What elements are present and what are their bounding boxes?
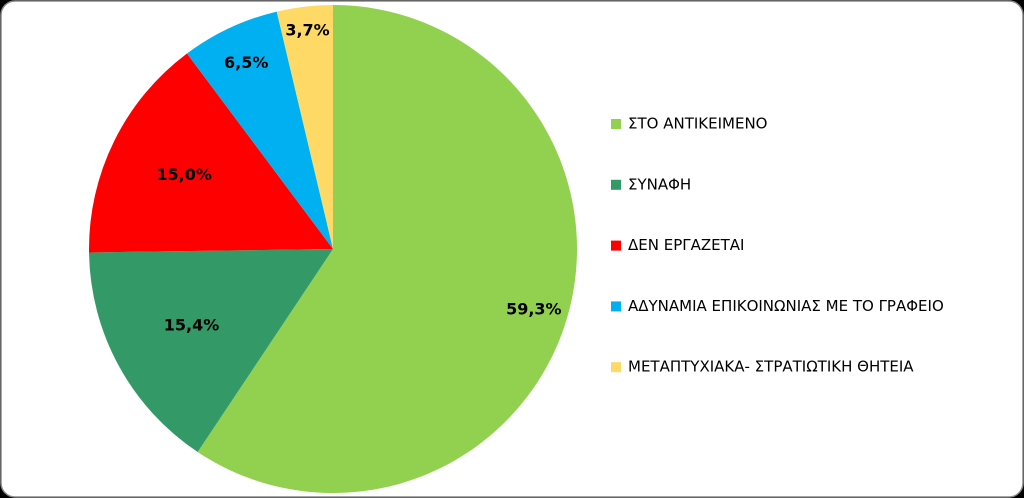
legend-label: ΣΥΝΑΦΗ <box>628 175 691 193</box>
pie-slice <box>197 5 577 494</box>
data-label: 15,0% <box>156 165 212 184</box>
pie-slice <box>186 11 333 249</box>
legend-swatch <box>611 179 621 190</box>
data-label: 59,3% <box>506 299 562 318</box>
pie-slice <box>89 249 333 453</box>
legend-label: ΑΔΥΝΑΜΙΑ ΕΠΙΚΟΙΝΩΝΙΑΣ ΜΕ ΤΟ ΓΡΑΦΕΙΟ <box>628 297 944 315</box>
legend-swatch <box>611 362 621 373</box>
pie-slice <box>276 5 333 249</box>
legend-label: ΣΤΟ ΑΝΤΙΚΕΙΜΕΝΟ <box>628 115 767 133</box>
legend-label: ΜΕΤΑΠΤΥΧΙΑΚΑ- ΣΤΡΑΤΙΩΤΙΚΗ ΘΗΤΕΙΑ <box>628 358 914 376</box>
legend-swatch <box>611 119 621 129</box>
data-label: 6,5% <box>224 53 268 72</box>
legend-label: ΔΕΝ ΕΡΓΑΖΕΤΑΙ <box>628 236 744 254</box>
legend-swatch <box>611 240 621 251</box>
data-label: 3,7% <box>285 20 329 39</box>
data-label: 15,4% <box>164 315 220 334</box>
pie-slice <box>89 53 333 253</box>
legend-swatch <box>611 301 621 312</box>
